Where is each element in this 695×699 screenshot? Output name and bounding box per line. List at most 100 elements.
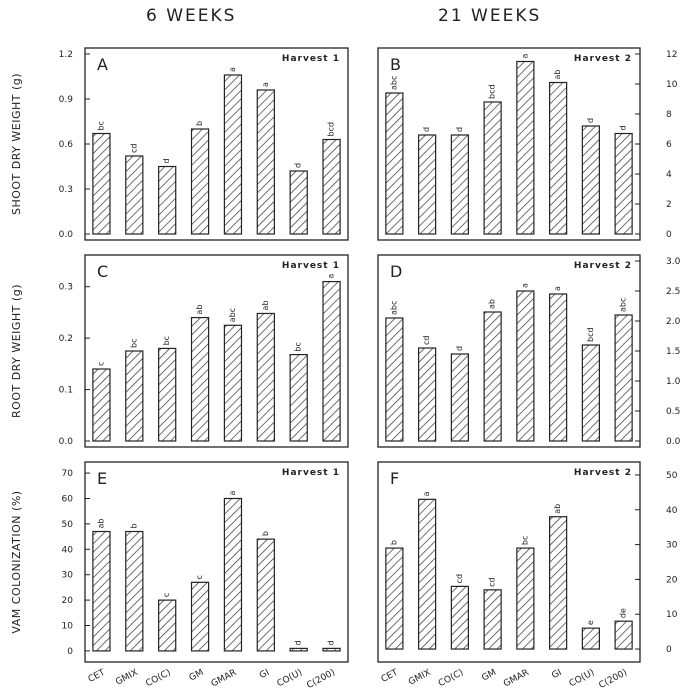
x-tick-label: CET <box>380 668 401 685</box>
y-tick-label: 0.0 <box>59 437 74 447</box>
y-tick-label: 0 <box>666 230 672 240</box>
bar-gmar <box>223 324 243 442</box>
y-tick-label: 0.6 <box>59 140 74 150</box>
panel-frame <box>377 461 641 663</box>
significance-letter: ab <box>195 305 204 315</box>
bar-gmar <box>516 547 535 650</box>
significance-letter: a <box>553 286 562 291</box>
significance-letter: ab <box>488 299 497 309</box>
significance-letter: b <box>195 121 204 126</box>
harvest-label: Harvest 1 <box>282 468 340 478</box>
y-tick-label: 1.5 <box>666 347 680 357</box>
column-title-6-weeks: 6 WEEKS <box>146 6 237 26</box>
significance-letter: a <box>327 274 336 279</box>
panel-letter: A <box>97 55 108 74</box>
y-tick-label: 4 <box>666 170 672 180</box>
y-tick-label: 3.0 <box>666 257 681 267</box>
bar-cet <box>385 547 404 650</box>
bar-cet <box>385 92 404 235</box>
x-tick-label: CO(U) <box>276 668 305 689</box>
bar-coc <box>158 347 177 442</box>
significance-letter: ab <box>96 519 105 529</box>
bar-cou <box>581 344 600 442</box>
panel-frame <box>84 254 349 448</box>
bar-cou <box>289 170 308 235</box>
bar-gmix <box>418 134 437 235</box>
bar-c200 <box>322 138 341 235</box>
y-tick-label: 0.0 <box>59 230 74 240</box>
bar-gmix <box>418 498 437 650</box>
panel-letter: E <box>97 469 107 488</box>
bar-cet <box>92 132 111 235</box>
y-tick-label: 30 <box>62 571 74 581</box>
bar-gmar <box>516 60 535 235</box>
y-tick-label: 0.1 <box>59 386 73 396</box>
bar-gmar <box>223 74 243 235</box>
y-tick-label: 10 <box>62 622 74 632</box>
significance-letter: a <box>520 54 529 59</box>
y-tick-label: 0.3 <box>59 283 73 293</box>
significance-letter: abc <box>389 301 398 315</box>
bar-gi <box>549 293 568 442</box>
bar-gmix <box>418 347 437 442</box>
significance-letter: c <box>96 362 105 366</box>
y-tick-label: 50 <box>666 471 678 481</box>
y-tick-label: 0 <box>67 647 73 657</box>
panel-frame <box>377 254 641 448</box>
significance-letter: cd <box>129 144 138 153</box>
significance-letter: cd <box>422 336 431 345</box>
significance-letter: b <box>389 540 398 545</box>
y-tick-label: 60 <box>62 494 74 504</box>
bar-gi <box>549 81 568 235</box>
significance-letter: a <box>228 490 237 495</box>
significance-letter: bcd <box>327 122 336 137</box>
bar-gm <box>190 316 210 442</box>
bar-c200 <box>614 314 633 442</box>
significance-letter: a <box>422 491 431 496</box>
panel-frame <box>377 47 641 241</box>
y-tick-label: 30 <box>666 541 678 551</box>
harvest-label: Harvest 1 <box>282 261 340 271</box>
significance-letter: bcd <box>488 84 497 99</box>
y-tick-label: 20 <box>666 575 678 585</box>
y-tick-label: 1.0 <box>666 377 681 387</box>
significance-letter: de <box>619 608 628 618</box>
y-tick-label: 50 <box>62 520 74 530</box>
panel-frame <box>84 47 349 241</box>
bar-cou <box>581 125 600 235</box>
significance-letter: abc <box>389 76 398 90</box>
x-tick-label: GMAR <box>210 668 239 690</box>
significance-letter: d <box>294 640 303 645</box>
panel-d: D Harvest 2 0.0 0.5 1.0 1.5 2.0 2.5 3.0 abc cd d ab a… <box>377 254 681 448</box>
bar-gmix <box>125 155 144 235</box>
x-tick-label: GM <box>188 668 206 684</box>
bar-gm <box>483 311 502 442</box>
x-tick-label: GI <box>258 668 271 681</box>
bar-gmar <box>516 290 535 442</box>
bar-gmix <box>125 530 144 652</box>
significance-letter: d <box>294 163 303 168</box>
significance-letter: abc <box>228 308 237 322</box>
x-tick-label: GMIX <box>407 668 432 688</box>
bar-gmix <box>125 350 144 442</box>
bar-coc <box>450 134 469 235</box>
panel-c: C Harvest 1 0.0 0.1 0.2 0.3 c bc bc ab abc ab bc a ROO… <box>10 254 349 448</box>
x-tick-label: CO(U) <box>568 668 597 689</box>
y-tick-label: 6 <box>666 140 672 150</box>
bar-gi <box>256 89 275 235</box>
bar-coc <box>450 585 469 650</box>
bar-gm <box>483 589 502 650</box>
panel-letter: D <box>390 262 402 281</box>
panel-letter: B <box>390 55 401 74</box>
y-tick-label: 8 <box>666 110 672 120</box>
significance-letter: cd <box>488 577 497 586</box>
significance-letter: bcd <box>586 327 595 342</box>
y-axis-label: VAM COLONIZATION (%) <box>10 490 23 633</box>
bar-c200 <box>322 647 341 652</box>
bar-gm <box>190 128 210 235</box>
significance-letter: bc <box>96 121 105 130</box>
bar-c200 <box>322 280 341 442</box>
significance-letter: bc <box>129 339 138 348</box>
bar-cet <box>92 530 111 652</box>
significance-letter: c <box>162 593 171 597</box>
